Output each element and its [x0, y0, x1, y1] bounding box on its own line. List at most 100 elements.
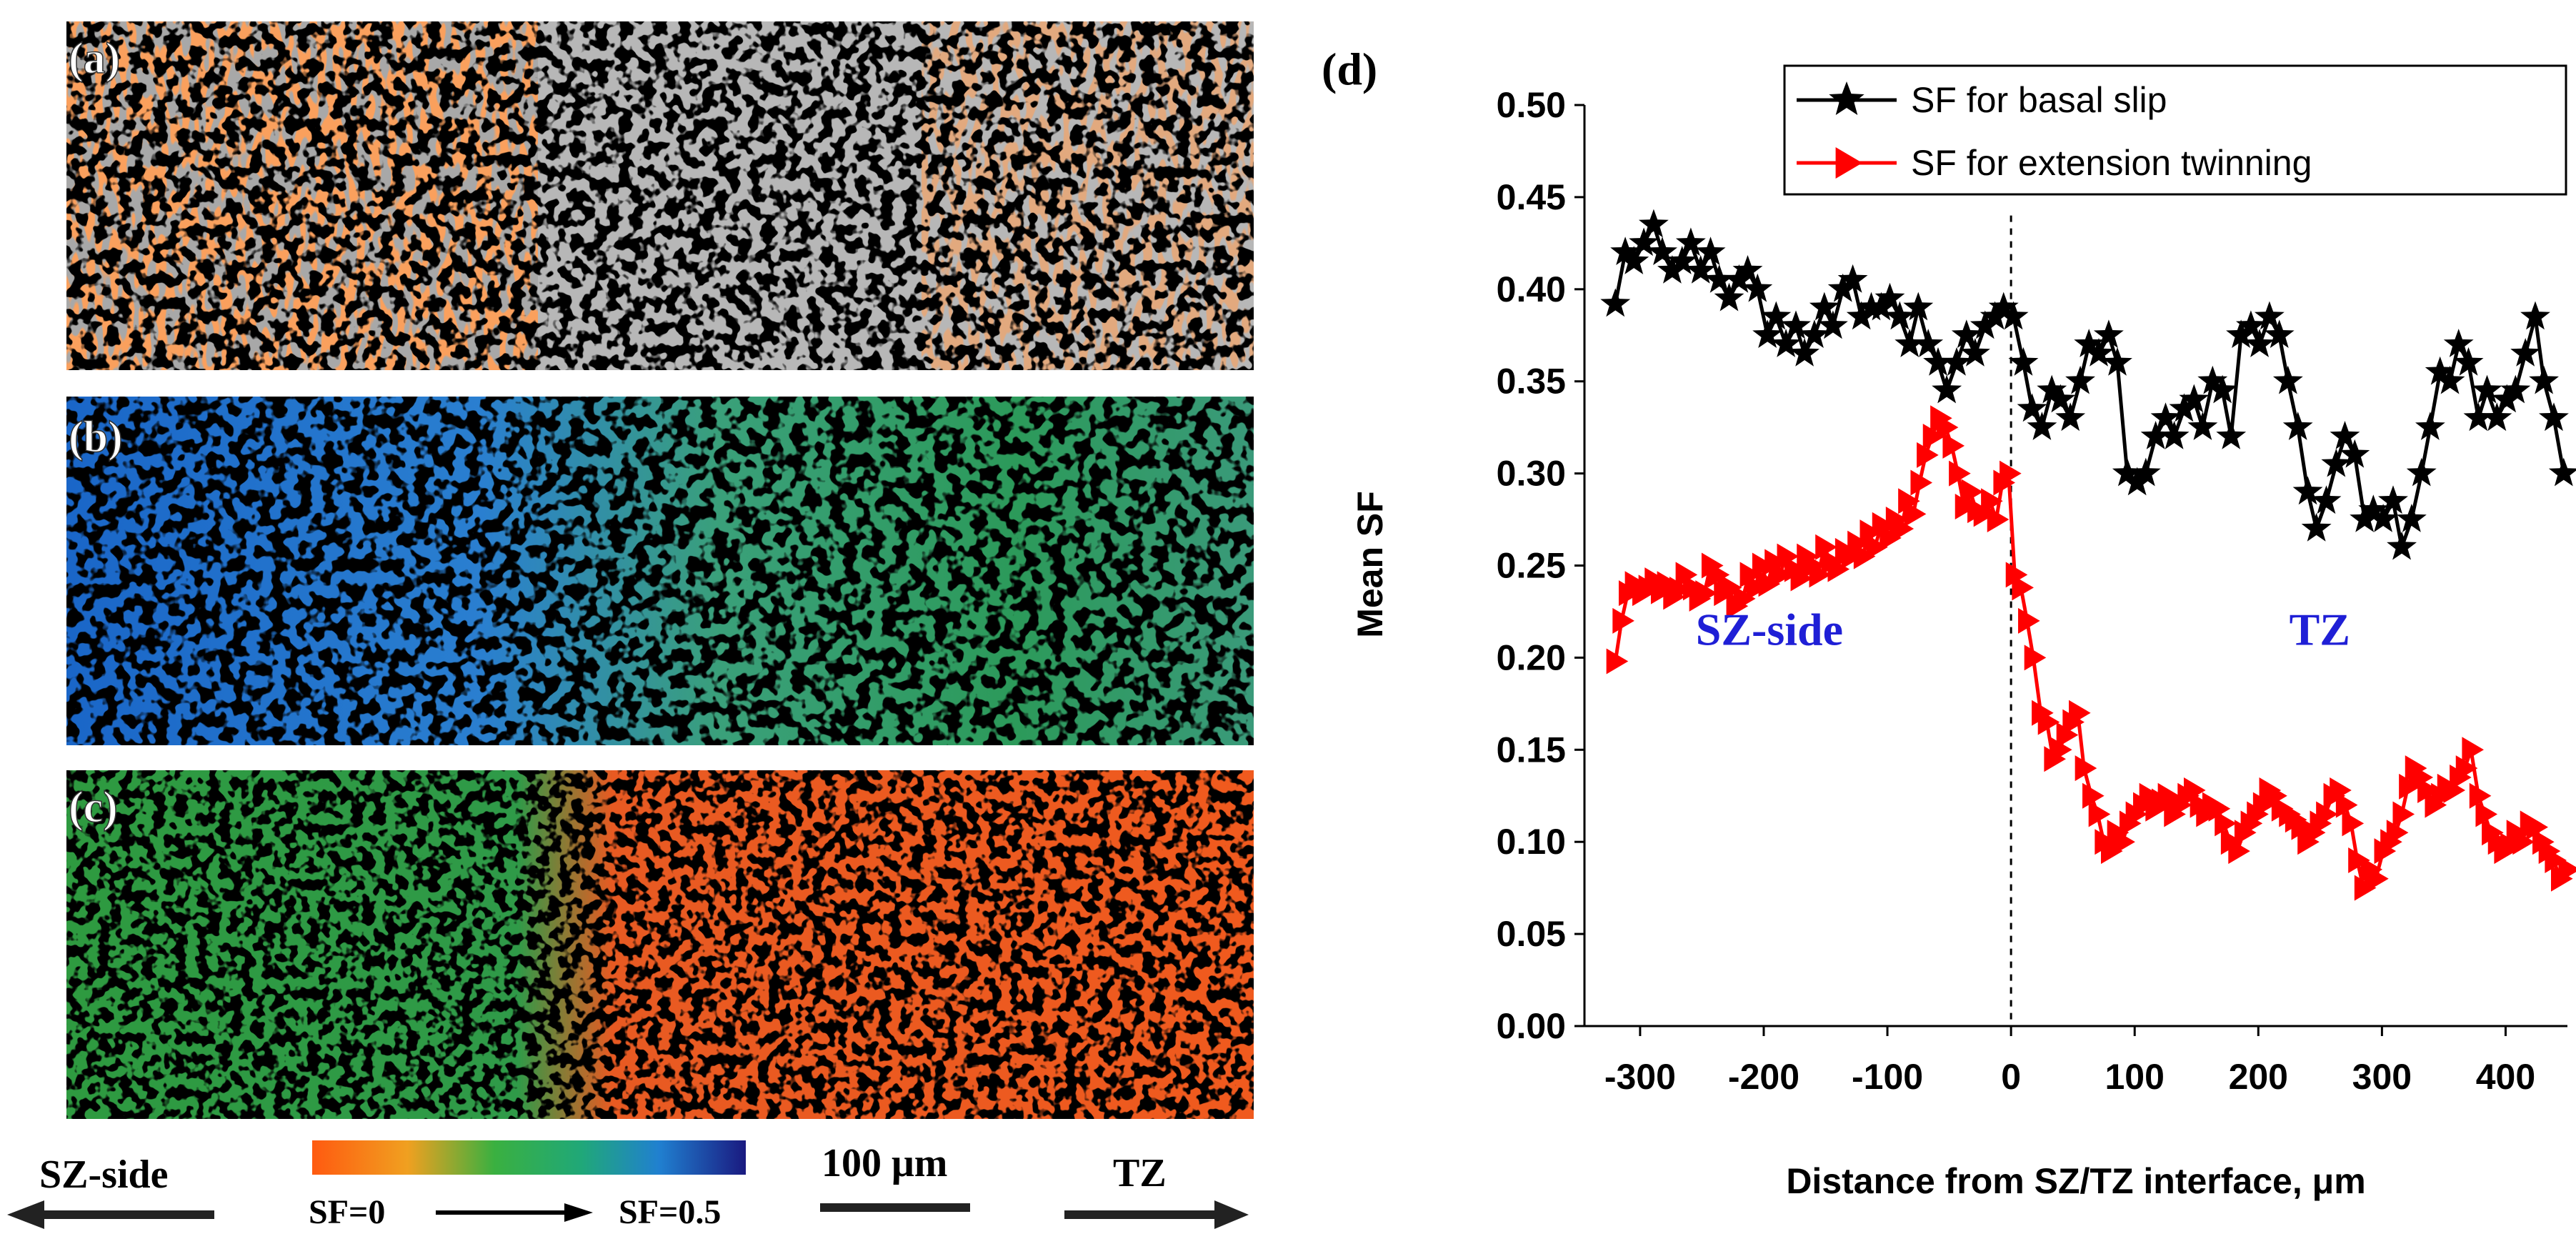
triangle-marker: [2024, 645, 2047, 671]
series-extension-twinning: [1606, 405, 2576, 901]
triangle-marker: [1719, 574, 1742, 601]
triangle-marker: [2183, 777, 2206, 804]
triangle-marker: [1987, 507, 2010, 533]
legend-basal-label: SF for basal slip: [1911, 80, 2167, 120]
star-marker: [1980, 301, 2010, 330]
y-tick-label: 0.30: [1497, 454, 1566, 494]
star-marker: [2245, 329, 2275, 357]
star-marker: [2169, 393, 2200, 422]
y-tick-label: 0.40: [1497, 269, 1566, 309]
star-marker: [2292, 476, 2323, 505]
triangle-marker: [2545, 847, 2567, 873]
x-tick-label: -300: [1604, 1057, 1676, 1097]
star-marker: [1752, 319, 1783, 348]
triangle-marker: [1739, 562, 1762, 588]
triangle-marker: [2157, 782, 2180, 809]
map-b: [66, 397, 1254, 745]
star-marker: [2397, 504, 2427, 532]
y-tick-label: 0.10: [1497, 822, 1566, 862]
triangle-marker: [1815, 534, 1837, 560]
star-marker: [1685, 255, 1716, 284]
ebsd-maps: (a) (b) (c) SZ-side SF=0 SF=0.5 100 μm T…: [7, 21, 1254, 1231]
x-axis-label: Distance from SZ/TZ interface, μm: [1786, 1161, 2365, 1201]
triangle-marker: [2475, 801, 2498, 827]
triangle-marker: [1746, 574, 1768, 601]
triangle-marker: [2113, 829, 2135, 855]
star-marker: [2037, 374, 2067, 404]
star-marker: [1998, 301, 2029, 330]
triangle-marker: [2386, 820, 2409, 846]
x-ticks: -300 -200 -100 0 100 200 300 400: [1604, 1026, 2535, 1097]
star-marker: [1667, 246, 1697, 274]
triangle-marker: [1872, 512, 1894, 538]
star-marker: [1827, 273, 1858, 302]
legend-twin-label: SF for extension twinning: [1911, 143, 2312, 183]
star-marker: [2074, 329, 2105, 357]
star-marker: [2236, 310, 2266, 339]
x-tick-label: 0: [2001, 1057, 2021, 1097]
panel-c-label: (c): [69, 783, 118, 832]
star-marker: [2358, 494, 2389, 523]
triangle-marker: [2228, 838, 2250, 865]
star-marker: [1714, 282, 1744, 312]
triangle-marker: [1910, 469, 1933, 496]
triangle-marker: [2088, 801, 2111, 827]
star-marker: [2500, 374, 2531, 404]
triangle-marker: [1827, 556, 1850, 582]
triangle-marker: [1752, 552, 1774, 579]
triangle-marker: [1841, 543, 1864, 569]
star-marker: [2159, 421, 2190, 449]
triangle-marker: [2139, 782, 2162, 809]
star-marker: [2272, 365, 2303, 394]
x-tick-label: 200: [2229, 1057, 2288, 1097]
star-marker: [1657, 255, 1687, 284]
y-tick-label: 0.50: [1497, 85, 1566, 125]
legend-box: [1783, 64, 2567, 196]
star-marker: [2093, 319, 2124, 348]
y-tick-label: 0.35: [1497, 362, 1566, 402]
star-marker: [2045, 384, 2076, 413]
star-marker: [1932, 374, 1962, 404]
annotation-sz-side: SZ-side: [1696, 604, 1843, 655]
triangle-marker: [2056, 722, 2079, 748]
x-tick-label: -200: [1728, 1057, 1799, 1097]
star-marker: [2254, 301, 2285, 330]
x-tick-label: -100: [1852, 1057, 1923, 1097]
triangle-marker: [2411, 764, 2434, 790]
triangle-marker: [1955, 494, 1977, 520]
star-marker: [2387, 531, 2417, 560]
star-marker: [1732, 255, 1763, 284]
y-tick-label: 0.05: [1497, 914, 1566, 954]
triangle-marker: [1981, 488, 2003, 514]
colorbar-max-label: SF=0.5: [619, 1193, 721, 1231]
y-tick-label: 0.15: [1497, 730, 1566, 770]
star-marker: [1600, 288, 1631, 317]
star-marker: [1894, 329, 1925, 357]
triangle-marker: [2291, 814, 2314, 840]
star-marker: [2520, 301, 2550, 330]
legend-sz-side-label: SZ-side: [39, 1153, 169, 1197]
triangle-marker: [1770, 562, 1793, 588]
triangle-marker: [2100, 838, 2123, 865]
star-marker: [2350, 504, 2380, 532]
star-marker: [2226, 319, 2256, 348]
star-marker: [2264, 319, 2295, 348]
star-marker: [2187, 412, 2218, 440]
triangle-marker: [2068, 700, 2091, 726]
star-marker: [2301, 512, 2332, 542]
triangle-marker: [2348, 847, 2370, 873]
triangle-marker: [2417, 777, 2440, 804]
colorbar-min-label: SF=0: [309, 1193, 385, 1231]
triangle-marker: [2208, 795, 2231, 822]
y-ticks: 0.00 0.05 0.10 0.15 0.20 0.25 0.30 0.35 0.40 0.45…: [1497, 85, 1584, 1046]
star-marker: [2378, 485, 2408, 514]
star-marker: [2492, 384, 2522, 413]
star-marker: [2102, 347, 2132, 376]
triangle-marker: [2252, 792, 2275, 818]
star-marker: [1789, 338, 1819, 367]
star-marker: [2140, 421, 2171, 449]
triangle-marker: [1695, 580, 1717, 607]
series-basal-slip: [1600, 209, 2576, 560]
triangle-marker: [1879, 524, 1902, 551]
